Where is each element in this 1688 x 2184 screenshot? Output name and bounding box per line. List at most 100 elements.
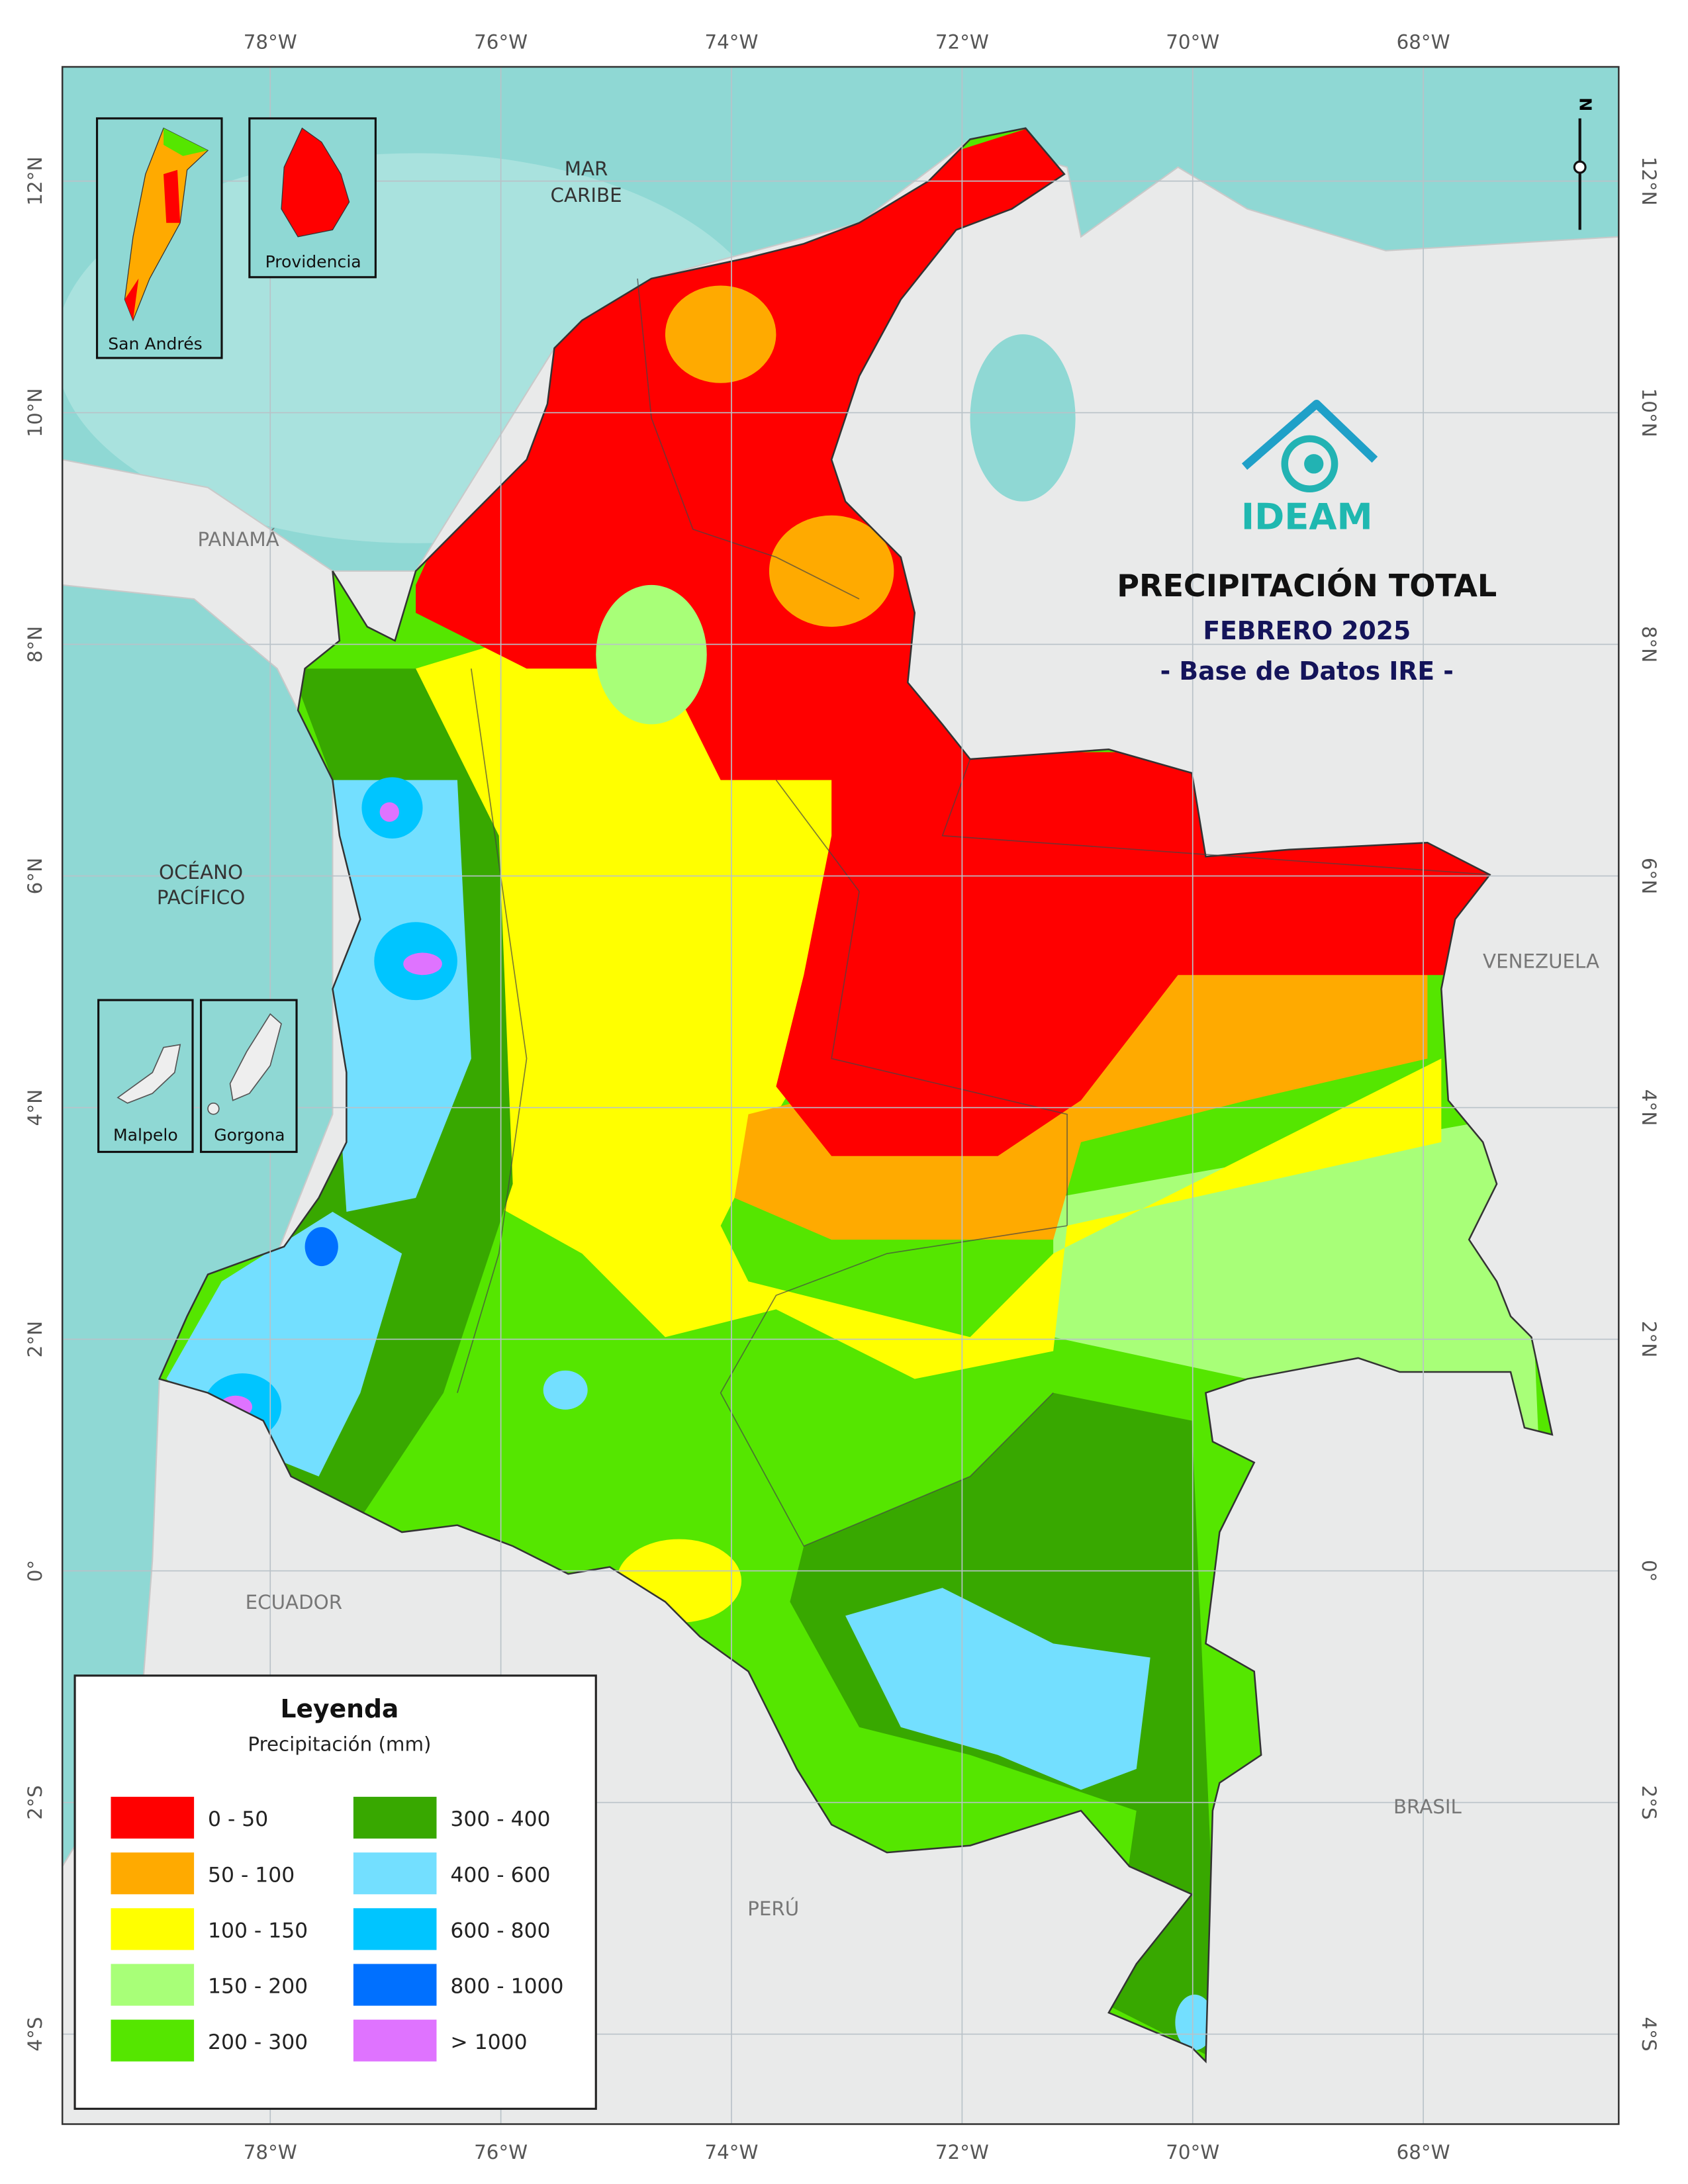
legend-swatch [353,1852,437,1895]
longitude-label: 78°W [244,2141,297,2163]
legend-label: 800 - 1000 [450,1975,563,1999]
inset-label: Gorgona [214,1126,285,1145]
latitude-label: 12°N [24,156,46,205]
logo: IDEAM [1241,400,1378,538]
place-label: PERÚ [747,1896,799,1920]
legend-label: 600 - 800 [450,1919,550,1942]
zone [769,515,894,627]
coordinate-labels: 78°W 78°W 76°W 76°W 74°W 74°W 72°W 72°W 70°W 70°W… [24,31,1660,2164]
longitude-label: 74°W [705,31,759,54]
legend-swatch [353,1796,437,1839]
inset-gorgona: Gorgona [200,999,298,1154]
place-label: PANAMÁ [198,527,279,551]
island [117,1044,181,1104]
island [229,1013,282,1101]
inset-label: Providencia [265,252,361,271]
legend-swatch [111,2019,195,2062]
latitude-label: 12°N [1638,156,1660,205]
longitude-label: 72°W [935,2141,989,2163]
map-title: PRECIPITACIÓN TOTAL [1117,568,1497,604]
inset-label: San Andrés [108,334,203,353]
longitude-label: 76°W [474,2141,528,2163]
border [637,278,860,600]
longitude-label: 72°W [935,31,989,54]
place-label: ECUADOR [246,1591,342,1614]
island [124,127,209,322]
department-borders [457,278,1490,1547]
legend-label: 0 - 50 [208,1807,268,1831]
legend-label: 400 - 600 [450,1863,550,1887]
zone [845,1588,1150,1790]
latitude-label: 4°N [24,1089,46,1126]
legend-label: > 1000 [450,2030,527,2054]
legend-swatch [111,1908,195,1950]
longitude-label: 68°W [1397,2141,1450,2163]
island-zone [164,128,209,156]
lake-maracaibo [970,334,1076,502]
logo-swirl [1281,435,1338,492]
map-source: - Base de Datos IRE - [1160,657,1454,686]
latitude-label: 4°S [1638,2017,1660,2051]
place-label: VENEZUELA [1483,950,1599,973]
north-arrow-hub [1573,160,1587,174]
border [720,1225,1068,1547]
inset-san-andres: San Andrés [95,117,223,359]
longitude-label: 78°W [244,31,297,54]
legend-label: 100 - 150 [208,1919,308,1942]
latitude-label: 8°N [24,626,46,663]
legend-label: 50 - 100 [208,1863,295,1887]
latitude-label: 2°N [1638,1321,1660,1358]
longitude-label: 68°W [1397,31,1450,54]
place-label: OCÉANO [159,860,243,884]
islet [207,1102,220,1115]
legend-swatch [111,1852,195,1895]
logo-mountain [1241,400,1378,470]
inset-label: Malpelo [113,1126,178,1145]
inset-malpelo: Malpelo [97,999,194,1154]
longitude-label: 74°W [705,2141,759,2163]
north-arrow: N [1573,97,1595,230]
map-frame [61,66,1620,2125]
zone [379,802,399,822]
latitude-label: 0° [24,1560,46,1582]
zone [1175,1994,1214,2050]
island [281,127,350,238]
zone [403,952,442,976]
logo-text: IDEAM [1241,496,1373,538]
latitude-label: 2°S [1638,1785,1660,1819]
legend-label: 200 - 300 [208,2030,308,2054]
inset-providencia: Providencia [248,117,377,279]
zone [543,1370,588,1410]
latitude-label: 4°S [24,2017,46,2051]
place-label: BRASIL [1393,1796,1462,1818]
island-zone [124,169,181,321]
place-label: PACÍFICO [157,886,245,909]
legend-swatch [111,1796,195,1839]
legend-label: 150 - 200 [208,1975,308,1999]
latitude-label: 10°N [1638,388,1660,437]
zone [665,285,776,383]
legend-subtitle: Precipitación (mm) [248,1733,431,1755]
legend-title: Leyenda [281,1694,399,1723]
zone [305,1227,338,1267]
longitude-label: 70°W [1166,2141,1219,2163]
border [941,758,1490,876]
latitude-label: 6°N [24,858,46,895]
latitude-label: 2°N [24,1321,46,1358]
zone [402,584,1442,1379]
latitude-label: 0° [1638,1560,1660,1582]
longitude-label: 76°W [474,31,528,54]
latitude-label: 6°N [1638,858,1660,895]
zone [776,752,1511,1156]
zone [596,584,707,725]
north-label: N [1576,97,1595,111]
inset-frame [97,999,194,1154]
legend-swatch [111,1964,195,2006]
legend-swatch [353,1908,437,1950]
border [457,668,528,1393]
legend-swatch [353,2019,437,2062]
legend-swatch [353,1964,437,2006]
logo-eye [1304,454,1324,474]
